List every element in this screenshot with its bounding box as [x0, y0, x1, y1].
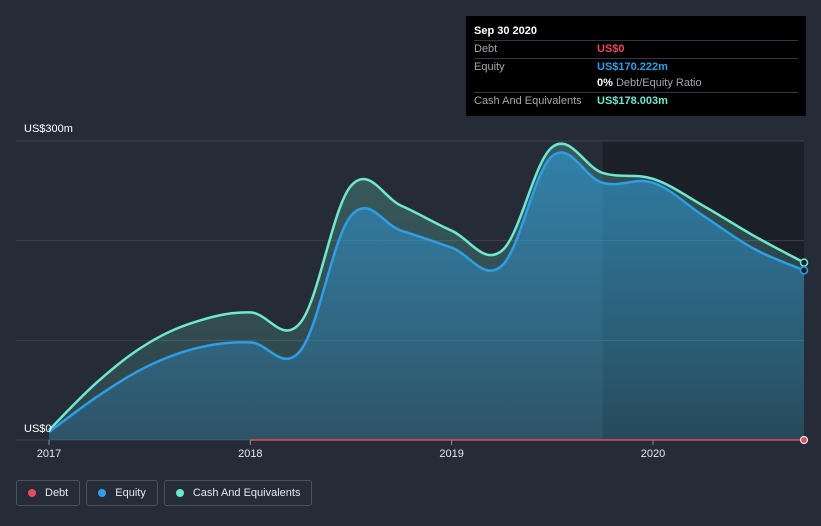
legend-equity-label: Equity [115, 487, 146, 499]
tooltip-debt-label: Debt [474, 43, 498, 55]
y-axis-bottom-label: US$0 [24, 423, 52, 435]
tooltip-ratio-label: Debt/Equity Ratio [615, 77, 702, 89]
tooltip-row-equity: Equity US$170.222m [474, 57, 798, 76]
legend-equity-dot-icon [98, 489, 107, 497]
x-tick-label-2017: 2017 [37, 448, 61, 460]
tooltip-cash-value: US$178.003m [597, 94, 668, 107]
legend-item-cash[interactable]: Cash And Equivalents [163, 480, 313, 506]
legend-cash-label: Cash And Equivalents [192, 487, 301, 499]
tooltip-debt-value: US$0 [597, 43, 625, 55]
equity-area [49, 152, 804, 440]
x-tick-label-2020: 2020 [641, 448, 665, 460]
tooltip-panel: Sep 30 2020 Debt US$0 Equity US$170.222m… [466, 16, 806, 116]
tooltip-row-cash: Cash And Equivalents US$178.003m [474, 91, 798, 110]
tooltip-date: Sep 30 2020 [474, 25, 537, 37]
legend: Debt Equity Cash And Equivalents [16, 480, 313, 506]
x-tick-label-2018: 2018 [238, 448, 262, 460]
tooltip-cash-label: Cash And Equivalents [474, 94, 582, 107]
legend-debt-label: Debt [45, 487, 69, 499]
equity-end-marker [799, 266, 809, 275]
legend-item-debt[interactable]: Debt [16, 480, 81, 506]
legend-item-equity[interactable]: Equity [86, 480, 158, 506]
x-tick-label-2019: 2019 [439, 448, 463, 460]
legend-debt-dot-icon [28, 489, 36, 497]
tooltip-equity-label: Equity [474, 60, 505, 73]
cash-end-marker [799, 258, 809, 267]
debt-end-marker [800, 436, 808, 444]
y-axis-top-label: US$300m [24, 123, 73, 135]
tooltip-equity-value: US$170.222m [597, 60, 668, 73]
equity-line [48, 151, 805, 434]
tooltip-row-ratio: 0% Debt/Equity Ratio [474, 75, 798, 92]
cash-line [48, 142, 805, 431]
tooltip-row-debt: Debt US$0 [474, 40, 798, 58]
tooltip-ratio-value: 0% [597, 77, 613, 89]
legend-cash-dot-icon [175, 489, 184, 497]
